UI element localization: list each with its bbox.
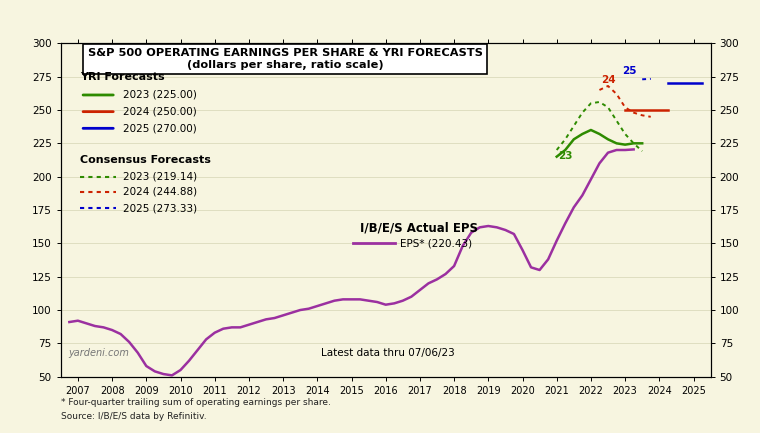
Text: 2023 (225.00): 2023 (225.00): [122, 90, 196, 100]
Text: Consensus Forecasts: Consensus Forecasts: [81, 155, 211, 165]
Text: 25: 25: [622, 66, 636, 76]
Text: * Four-quarter trailing sum of operating earnings per share.: * Four-quarter trailing sum of operating…: [61, 398, 331, 407]
Text: EPS* (220.43): EPS* (220.43): [400, 238, 472, 249]
Text: Latest data thru 07/06/23: Latest data thru 07/06/23: [321, 349, 454, 359]
Text: 24: 24: [601, 75, 616, 85]
Text: Source: I/B/E/S data by Refinitiv.: Source: I/B/E/S data by Refinitiv.: [61, 412, 207, 421]
Text: yardeni.com: yardeni.com: [68, 349, 129, 359]
Text: 2023 (219.14): 2023 (219.14): [122, 171, 197, 182]
Text: 2024 (244.88): 2024 (244.88): [122, 187, 197, 197]
Text: YRI Forecasts: YRI Forecasts: [81, 71, 165, 82]
Text: S&P 500 OPERATING EARNINGS PER SHARE & YRI FORECASTS
(dollars per share, ratio s: S&P 500 OPERATING EARNINGS PER SHARE & Y…: [87, 48, 483, 70]
Text: I/B/E/S Actual EPS: I/B/E/S Actual EPS: [359, 222, 478, 235]
Text: 2025 (273.33): 2025 (273.33): [122, 204, 197, 213]
Text: 2024 (250.00): 2024 (250.00): [122, 107, 196, 116]
Text: 2025 (270.00): 2025 (270.00): [122, 123, 196, 133]
Text: 23: 23: [559, 151, 573, 162]
